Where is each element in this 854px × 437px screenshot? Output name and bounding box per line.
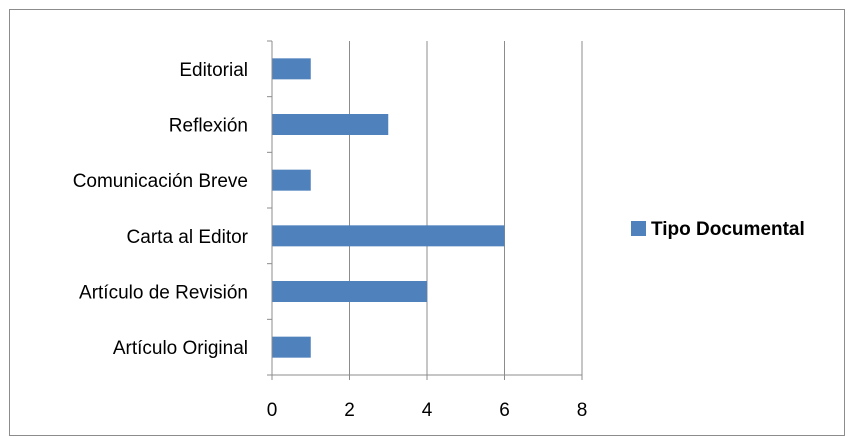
x-tick-label: 2: [344, 400, 355, 421]
category-label: Editorial: [179, 60, 248, 81]
legend-label: Tipo Documental: [651, 219, 805, 240]
category-label: Artículo Original: [113, 338, 248, 359]
bar: [272, 225, 505, 247]
bar: [272, 58, 311, 80]
x-tick-label: 0: [267, 400, 278, 421]
category-label: Artículo de Revisión: [79, 283, 248, 304]
x-tick-label: 6: [499, 400, 510, 421]
bar: [272, 114, 389, 135]
x-tick-label: 8: [577, 400, 588, 421]
category-label: Carta al Editor: [127, 227, 249, 248]
bar: [272, 281, 427, 302]
category-label: Reflexión: [169, 116, 248, 137]
x-tick-label: 4: [422, 400, 433, 421]
legend-swatch: [631, 221, 646, 236]
bar: [272, 169, 311, 191]
bar: [272, 336, 311, 358]
category-label: Comunicación Breve: [73, 171, 248, 192]
